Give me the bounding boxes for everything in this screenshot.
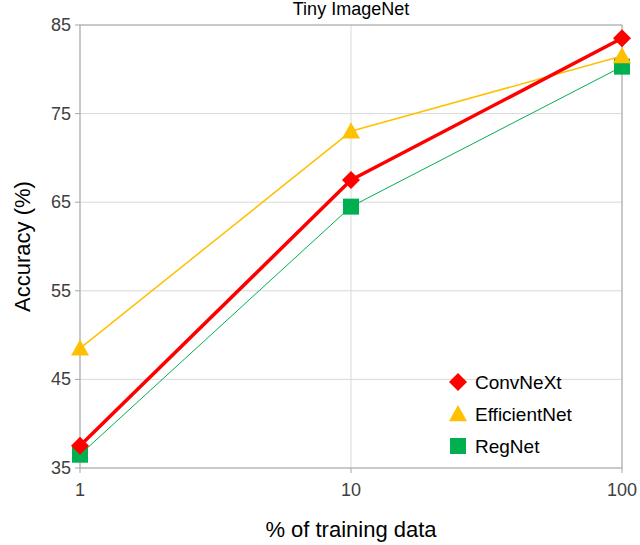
legend-marker [450, 438, 466, 454]
y-tick [75, 379, 80, 380]
y-tick-label: 85 [51, 15, 71, 35]
series-marker [71, 339, 89, 355]
chart: 35 45 55 65 75 85 1 10 100 Tiny ImageNet % of trai… [0, 0, 640, 545]
series-marker [342, 122, 360, 138]
y-tick [75, 25, 80, 26]
x-grid-line [351, 25, 352, 468]
plot-area [71, 29, 631, 462]
y-tick [75, 468, 80, 469]
y-tick-label: 55 [51, 281, 71, 301]
legend-label: ConvNeXt [475, 372, 562, 393]
x-tick [351, 468, 352, 473]
series-line [80, 56, 622, 348]
series-marker [71, 437, 89, 455]
plot-frame [80, 25, 622, 468]
x-tick [80, 468, 81, 473]
y-tick [75, 290, 80, 291]
series-marker [613, 47, 631, 63]
legend-label: EfficientNet [475, 404, 573, 425]
legend-label: RegNet [475, 436, 540, 457]
series-line [80, 38, 622, 446]
legend-marker [449, 373, 467, 391]
y-tick-label: 45 [51, 369, 71, 389]
x-tick-label: 1 [75, 480, 85, 500]
x-tick [622, 468, 623, 473]
y-tick [75, 113, 80, 114]
series-line [80, 67, 622, 455]
y-tick-label: 75 [51, 104, 71, 124]
x-axis-label: % of training data [265, 517, 437, 542]
series-marker [342, 171, 360, 189]
legend: ConvNeXt EfficientNet RegNet [449, 372, 573, 457]
y-tick-label: 65 [51, 192, 71, 212]
y-tick-label: 35 [51, 458, 71, 478]
x-tick-label: 100 [607, 480, 637, 500]
series-marker [343, 199, 359, 215]
chart-title: Tiny ImageNet [293, 0, 409, 19]
y-axis-label: Accuracy (%) [10, 181, 35, 312]
series-marker [613, 29, 631, 47]
legend-marker [449, 405, 467, 421]
x-tick-label: 10 [341, 480, 361, 500]
y-tick [75, 202, 80, 203]
